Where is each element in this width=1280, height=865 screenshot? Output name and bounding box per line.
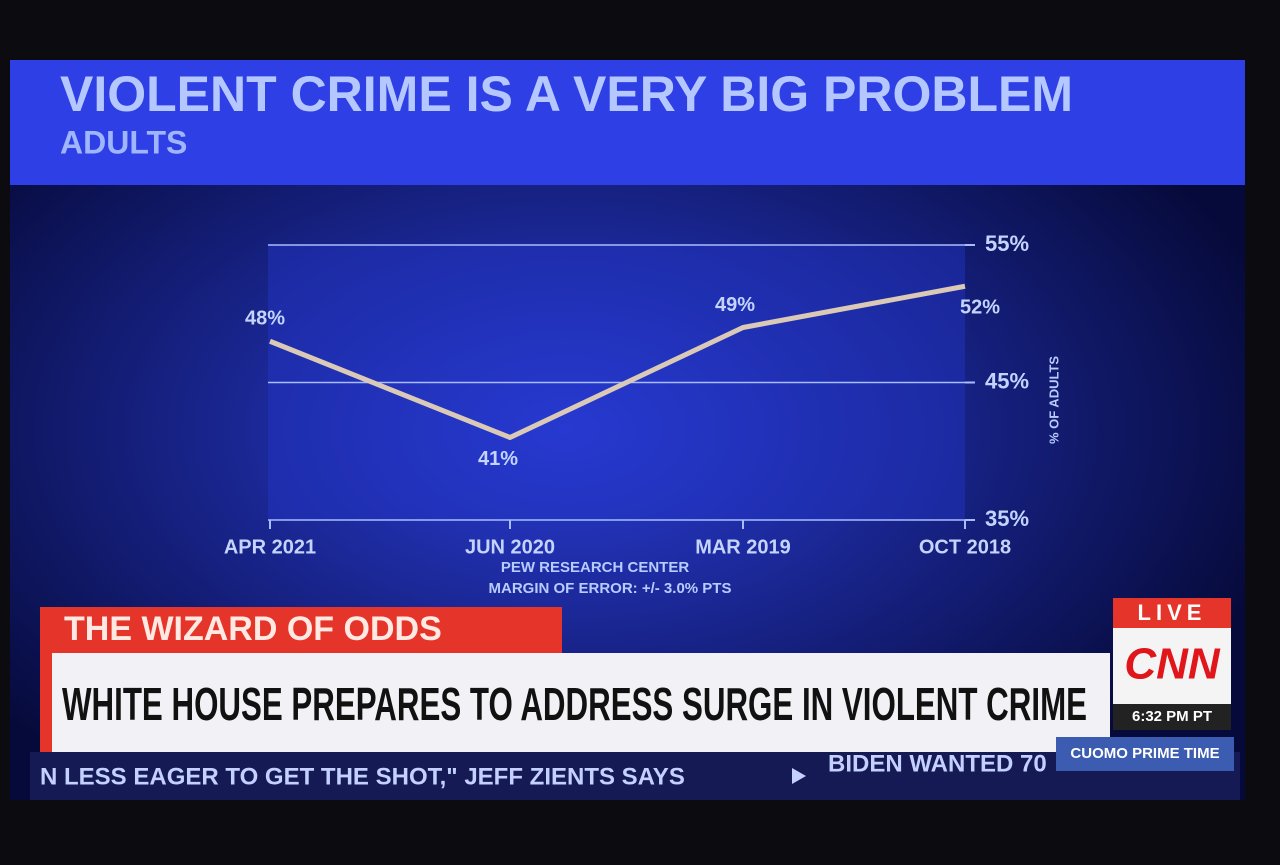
logo-box xyxy=(1113,628,1231,704)
source: PEW RESEARCH CENTER xyxy=(501,559,690,576)
program: CUOMO PRIME TIME xyxy=(1070,745,1219,762)
clock-box xyxy=(1113,704,1231,730)
clock: 6:32 PM PT xyxy=(1132,708,1212,725)
y-tick-label: 55% xyxy=(985,231,1029,256)
x-tick-label: JUN 2020 xyxy=(465,536,555,558)
data-label: 41% xyxy=(478,448,518,470)
headline: WHITE HOUSE PREPARES TO ADDRESS SURGE IN… xyxy=(62,678,1087,730)
live: LIVE xyxy=(1138,600,1207,625)
note: MARGIN OF ERROR: +/- 3.0% PTS xyxy=(489,580,732,597)
show-name: THE WIZARD OF ODDS xyxy=(64,610,442,648)
ticker-separator xyxy=(792,768,806,784)
chart-title: VIOLENT CRIME IS A VERY BIG PROBLEM xyxy=(60,66,1073,122)
x-tick-label: MAR 2019 xyxy=(695,536,791,558)
y-tick-label: 35% xyxy=(985,506,1029,531)
data-line xyxy=(269,283,966,440)
data-label: 52% xyxy=(960,297,1000,319)
program-box xyxy=(1056,737,1234,771)
y-axis-label: % OF ADULTS xyxy=(1046,356,1061,444)
headline-box xyxy=(40,653,1110,768)
ticker-item: N LESS EAGER TO GET THE SHOT," JEFF ZIEN… xyxy=(40,763,685,790)
ticker-bar xyxy=(30,752,1240,800)
live-tag xyxy=(1113,598,1231,628)
ticker-item: BIDEN WANTED 70 xyxy=(828,750,1047,777)
data-label: 49% xyxy=(715,294,755,316)
x-tick-label: APR 2021 xyxy=(224,536,316,558)
title-bar xyxy=(10,60,1245,185)
show-tag xyxy=(40,607,562,653)
data-label: 48% xyxy=(245,308,285,330)
chart-subtitle: ADULTS xyxy=(60,124,187,160)
headline-accent xyxy=(40,653,52,768)
x-tick-label: OCT 2018 xyxy=(919,536,1011,558)
network-logo: CNN xyxy=(1124,640,1221,689)
y-tick-label: 45% xyxy=(985,368,1029,393)
